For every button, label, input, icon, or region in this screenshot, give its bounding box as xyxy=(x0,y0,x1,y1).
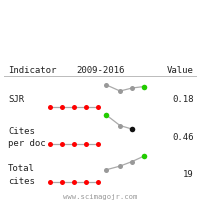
Text: Indicator: Indicator xyxy=(8,66,56,75)
Point xyxy=(142,85,146,88)
Point xyxy=(84,105,88,108)
Text: Cites
per doc: Cites per doc xyxy=(8,127,46,148)
Point xyxy=(130,160,134,163)
Point xyxy=(72,105,76,108)
Point xyxy=(60,143,64,146)
Text: www.scimagojr.com: www.scimagojr.com xyxy=(63,194,137,200)
Point xyxy=(60,105,64,108)
Point xyxy=(104,83,108,86)
Point xyxy=(72,143,76,146)
Point xyxy=(104,168,108,171)
Point xyxy=(96,105,100,108)
Point xyxy=(84,180,88,184)
Point xyxy=(118,89,122,93)
Text: 0.18: 0.18 xyxy=(172,95,194,104)
Point xyxy=(104,113,108,116)
Text: 2009-2016: 2009-2016 xyxy=(76,66,124,75)
Text: Journal of Pharmacy and: Journal of Pharmacy and xyxy=(8,13,143,23)
Text: 19: 19 xyxy=(183,170,194,179)
Point xyxy=(72,180,76,184)
Point xyxy=(118,164,122,168)
Point xyxy=(130,127,134,131)
Text: Pharmacognosy Research: Pharmacognosy Research xyxy=(8,39,137,49)
Point xyxy=(48,143,52,146)
Point xyxy=(96,143,100,146)
Text: Value: Value xyxy=(167,66,194,75)
Text: Total
cites: Total cites xyxy=(8,164,35,186)
Point xyxy=(48,180,52,184)
Point xyxy=(96,180,100,184)
Point xyxy=(118,124,122,127)
Point xyxy=(84,143,88,146)
Point xyxy=(130,86,134,90)
Point xyxy=(60,180,64,184)
Text: SJR: SJR xyxy=(8,95,24,104)
Text: 0.46: 0.46 xyxy=(172,133,194,142)
Point xyxy=(142,154,146,158)
Point xyxy=(48,105,52,108)
